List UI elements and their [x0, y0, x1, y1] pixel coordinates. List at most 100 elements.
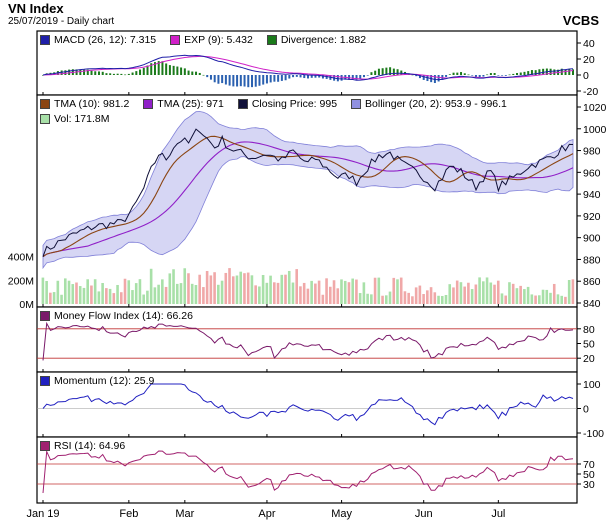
divergence-bar [42, 75, 44, 76]
divergence-bar [445, 75, 448, 77]
divergence-bar [187, 70, 190, 75]
volume-bar [496, 280, 500, 304]
volume-bar [138, 279, 142, 304]
price-tick-label: 860 [583, 276, 601, 288]
volume-bar [426, 290, 429, 304]
divergence-bar [396, 69, 399, 75]
volume-bar [280, 274, 284, 304]
volume-bar [500, 293, 504, 304]
volume-bar [523, 289, 526, 304]
divergence-bar [568, 69, 571, 75]
divergence-bar [288, 75, 291, 79]
legend-momentum: Momentum (12): 25.9 [40, 375, 168, 387]
x-tick-label: Feb [119, 508, 138, 520]
legend-mfi: Money Flow Index (14): 66.26 [40, 310, 207, 322]
volume-bar [399, 277, 403, 304]
price-legend-swatch [351, 99, 362, 109]
volume-bar [179, 283, 183, 304]
volume-bar [437, 295, 440, 304]
volume-bar [146, 290, 149, 304]
price-tick-label: 920 [583, 211, 601, 223]
macd-legend-swatch [170, 35, 181, 45]
divergence-bar [366, 75, 369, 76]
x-tick-label: Mar [175, 508, 194, 520]
volume-bar [440, 295, 444, 304]
price-tick-label: 840 [583, 298, 601, 310]
volume-bar [56, 280, 60, 304]
divergence-bar [504, 75, 507, 76]
volume-bar [116, 284, 119, 304]
divergence-bar [572, 69, 574, 75]
volume-bar [392, 277, 396, 304]
momentum-tick-label: -100 [583, 428, 604, 440]
volume-bar [190, 283, 194, 304]
price-legend-label: Closing Price: 995 [251, 98, 338, 110]
mfi-tick-label: 50 [583, 339, 595, 351]
volume-bar [530, 294, 534, 304]
volume-bar [306, 288, 310, 304]
volume-bar [452, 287, 455, 304]
divergence-bar [251, 75, 254, 88]
divergence-bar [303, 75, 306, 79]
volume-bar [552, 283, 556, 304]
volume-bar [93, 279, 97, 304]
rsi-frame [36, 436, 578, 504]
bollinger-band [42, 111, 574, 270]
volume-bar [485, 277, 489, 304]
volume-bar [478, 277, 481, 304]
divergence-bar [318, 75, 321, 78]
price-legend-item: Closing Price: 995 [237, 98, 338, 110]
divergence-bar [527, 71, 530, 75]
divergence-bar [508, 74, 511, 76]
volume-bar [302, 282, 306, 304]
volume-tick-label: 200M [8, 275, 34, 287]
volume-bar [407, 292, 410, 304]
macd-legend-label: EXP (9): 5.432 [184, 34, 253, 46]
divergence-bar [150, 63, 153, 75]
volume-bar [41, 277, 45, 304]
divergence-bar [307, 75, 309, 79]
divergence-bar [157, 61, 160, 75]
volume-bar [459, 282, 463, 304]
volume-bar [414, 287, 418, 304]
price-legend-item: Bollinger (20, 2): 953.9 - 996.1 [351, 98, 507, 110]
rsi-tick-label: 70 [583, 459, 595, 471]
divergence-bar [467, 74, 470, 76]
divergence-bar [90, 70, 93, 75]
divergence-bar [474, 75, 477, 78]
divergence-bar [418, 75, 421, 79]
divergence-bar [68, 69, 71, 75]
divergence-bar [120, 73, 123, 75]
divergence-bar [374, 70, 377, 75]
volume-bar [134, 283, 138, 304]
divergence-bar [456, 72, 459, 75]
divergence-bar [131, 72, 134, 75]
divergence-bar [362, 75, 365, 78]
volume-bar [284, 274, 287, 304]
volume-bar [463, 286, 466, 304]
volume-bar [175, 283, 179, 304]
divergence-bar [101, 71, 104, 75]
macd-tick-label: 40 [583, 38, 595, 50]
volume-bar [515, 288, 519, 304]
divergence-bar [538, 69, 541, 75]
macd-legend-swatch [40, 35, 50, 45]
divergence-bar [351, 75, 354, 79]
volume-bar [217, 284, 220, 304]
divergence-bar [482, 75, 485, 77]
price-frame [36, 94, 578, 308]
divergence-bar [243, 75, 246, 87]
volume-bar [526, 286, 530, 304]
volume-bar [560, 295, 564, 304]
volume-bar [545, 289, 549, 304]
divergence-bar [135, 71, 138, 75]
volume-bar [433, 292, 437, 304]
volume-bar [228, 268, 231, 304]
volume-bar [101, 283, 104, 304]
volume-bar [67, 280, 71, 304]
volume-bar [534, 295, 537, 304]
divergence-bar [83, 69, 86, 75]
divergence-bar [415, 75, 418, 77]
divergence-bar [516, 72, 519, 75]
divergence-bar [460, 72, 463, 75]
